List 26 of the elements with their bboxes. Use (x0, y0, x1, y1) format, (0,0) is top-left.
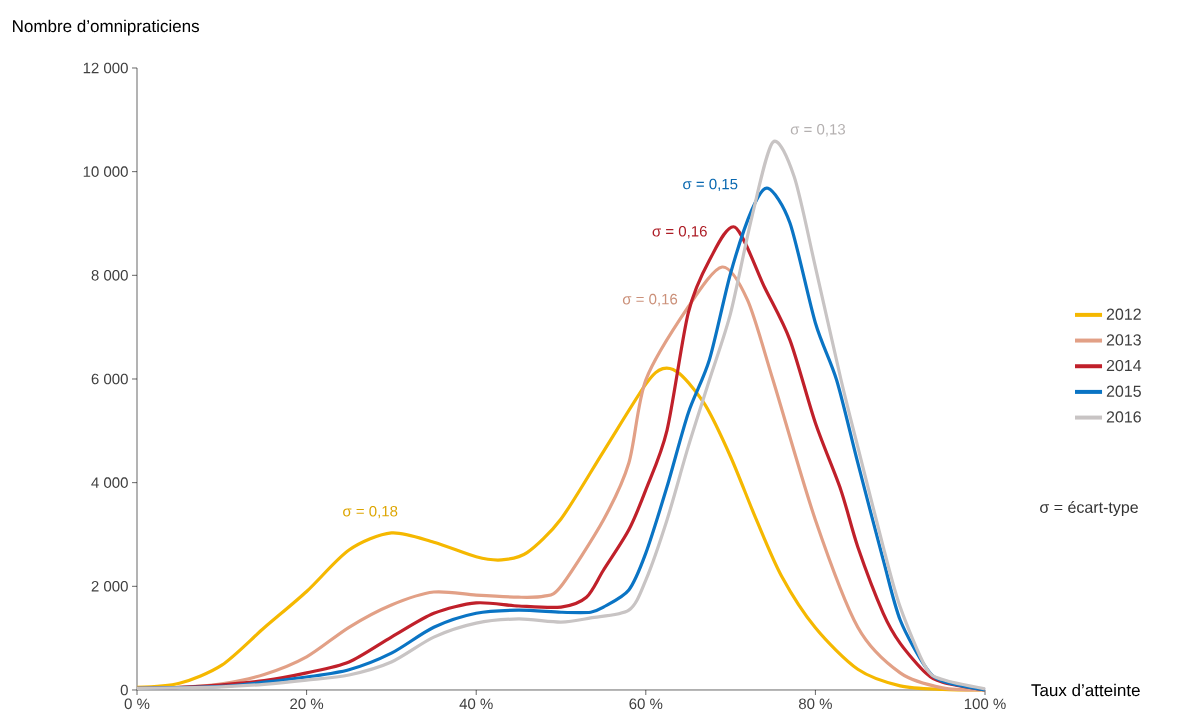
x-tick-label: 0 % (124, 698, 150, 710)
legend-label: 2013 (1106, 334, 1141, 346)
x-tick-label: 80 % (798, 698, 832, 710)
x-tick-label: 40 % (459, 698, 493, 710)
y-tick-label: 4 000 (91, 477, 128, 488)
legend-label: 2014 (1106, 359, 1142, 372)
x-tick-label: 20 % (290, 698, 324, 710)
annotation: σ = 0,18 (343, 505, 398, 519)
text: σ = écart-type (1040, 501, 1138, 517)
x-axis-title: Taux d’atteinte (1031, 683, 1140, 697)
y-tick-label: 0 (120, 684, 128, 696)
legend-label: 2016 (1106, 411, 1141, 423)
x-tick-label: 100 % (964, 698, 1006, 710)
y-tick-label: 6 000 (91, 373, 128, 385)
annotation: σ = 0,16 (652, 226, 707, 239)
y-tick-label: 8 000 (91, 270, 128, 281)
y-tick-label: 12 000 (83, 62, 128, 74)
annotation: σ = 0,13 (790, 123, 846, 137)
x-tick-label: 60 % (629, 698, 663, 710)
legend-label: 2012 (1106, 308, 1141, 320)
y-tick-label: 10 000 (83, 166, 128, 177)
annotation: σ = 0,15 (683, 178, 738, 192)
legend-label: 2015 (1106, 385, 1141, 397)
y-tick-label: 2 000 (91, 581, 128, 592)
y-axis-title: Nombre d’omnipraticiens (13, 19, 199, 36)
annotation: σ = 0,16 (622, 293, 678, 307)
